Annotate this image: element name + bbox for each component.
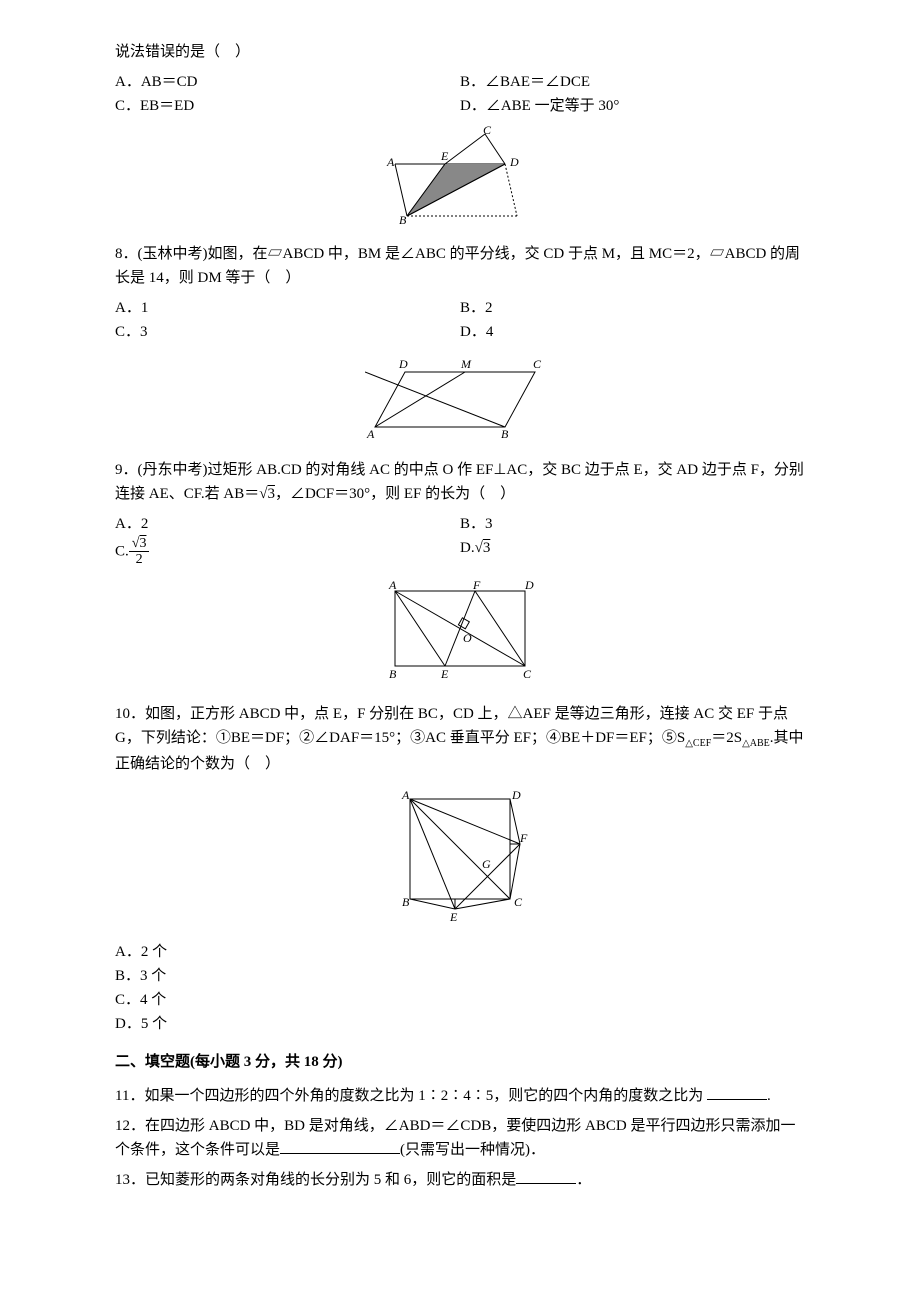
svg-text:G: G	[482, 857, 491, 871]
q9-figure: A F D B E C O	[115, 576, 805, 694]
svg-text:F: F	[519, 831, 528, 845]
q11: 11．如果一个四边形的四个外角的度数之比为 1∶2∶4∶5，则它的四个内角的度数…	[115, 1084, 805, 1108]
q11-post: .	[767, 1088, 771, 1104]
q8-options: A．1 B．2 C．3 D．4	[115, 296, 805, 344]
q9-opt-A: A．2	[115, 512, 460, 536]
q7-stem-tail: 说法错误的是（ ）	[115, 40, 805, 64]
svg-text:M: M	[460, 357, 472, 371]
q10-options: A．2 个 B．3 个 C．4 个 D．5 个	[115, 940, 805, 1036]
svg-text:B: B	[402, 895, 410, 909]
q7-options: A．AB＝CD B．∠BAE＝∠DCE C．EB＝ED D．∠ABE 一定等于 …	[115, 70, 805, 118]
q7-opt-A: A．AB＝CD	[115, 70, 460, 94]
svg-text:A: A	[366, 427, 375, 441]
svg-text:E: E	[440, 667, 449, 681]
sqrt-icon: 3	[259, 482, 275, 506]
section-2-heading: 二、填空题(每小题 3 分，共 18 分)	[115, 1050, 805, 1074]
q8-opt-C: C．3	[115, 320, 460, 344]
svg-text:D: D	[398, 357, 408, 371]
q10-opt-A: A．2 个	[115, 940, 805, 964]
svg-text:D: D	[511, 788, 521, 802]
q13-post: ．	[576, 1172, 591, 1188]
q8-figure: D M C A B	[115, 352, 805, 450]
svg-text:O: O	[463, 631, 472, 645]
svg-text:F: F	[472, 578, 481, 592]
q10-opt-C: C．4 个	[115, 988, 805, 1012]
svg-text:B: B	[501, 427, 509, 441]
q9-options: A．2 B．3 C.32 D.3	[115, 512, 805, 568]
svg-text:E: E	[449, 910, 458, 924]
q9-opt-C: C.32	[115, 536, 460, 568]
svg-text:B: B	[399, 213, 407, 226]
svg-text:C: C	[483, 126, 492, 137]
svg-text:D: D	[524, 578, 534, 592]
q13-blank[interactable]	[516, 1168, 576, 1184]
q8-opt-B: B．2	[460, 296, 805, 320]
svg-text:C: C	[523, 667, 532, 681]
q10-figure: A D F C E B G	[115, 784, 805, 932]
q7-figure: A E D B C	[115, 126, 805, 234]
q11-blank[interactable]	[707, 1084, 767, 1100]
q12-post: (只需写出一种情况)．	[400, 1142, 545, 1158]
q13-pre: 13．已知菱形的两条对角线的长分别为 5 和 6，则它的面积是	[115, 1172, 516, 1188]
svg-text:B: B	[389, 667, 397, 681]
q7-opt-D: D．∠ABE 一定等于 30°	[460, 94, 805, 118]
q7-opt-B: B．∠BAE＝∠DCE	[460, 70, 805, 94]
q10-stem: 10．如图，正方形 ABCD 中，点 E，F 分别在 BC，CD 上，△AEF …	[115, 702, 805, 776]
q9-stem: 9．(丹东中考)过矩形 AB.CD 的对角线 AC 的中点 O 作 EF⊥AC，…	[115, 458, 805, 506]
q9-opt-D: D.3	[460, 536, 805, 568]
svg-text:E: E	[440, 149, 449, 163]
q8-opt-D: D．4	[460, 320, 805, 344]
q11-pre: 11．如果一个四边形的四个外角的度数之比为 1∶2∶4∶5，则它的四个内角的度数…	[115, 1088, 703, 1104]
svg-text:D: D	[509, 155, 519, 169]
q7-opt-C: C．EB＝ED	[115, 94, 460, 118]
svg-text:C: C	[514, 895, 523, 909]
svg-text:A: A	[386, 155, 395, 169]
q8-opt-A: A．1	[115, 296, 460, 320]
q12: 12．在四边形 ABCD 中，BD 是对角线，∠ABD＝∠CDB，要使四边形 A…	[115, 1114, 805, 1162]
svg-text:C: C	[533, 357, 542, 371]
q8-stem: 8．(玉林中考)如图，在▱ABCD 中，BM 是∠ABC 的平分线，交 CD 于…	[115, 242, 805, 290]
q9-stem-post: ，∠DCF＝30°，则 EF 的长为（ ）	[275, 486, 515, 502]
q10-opt-D: D．5 个	[115, 1012, 805, 1036]
q13: 13．已知菱形的两条对角线的长分别为 5 和 6，则它的面积是 ．	[115, 1168, 805, 1192]
q9-opt-B: B．3	[460, 512, 805, 536]
q10-opt-B: B．3 个	[115, 964, 805, 988]
svg-text:A: A	[388, 578, 397, 592]
q12-blank[interactable]	[280, 1138, 400, 1154]
svg-text:A: A	[401, 788, 410, 802]
